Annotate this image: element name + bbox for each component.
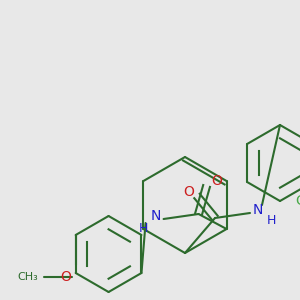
- Text: Cl: Cl: [295, 194, 300, 208]
- Text: O: O: [211, 174, 222, 188]
- Text: H: H: [266, 214, 276, 227]
- Text: N: N: [253, 203, 263, 217]
- Text: H: H: [139, 221, 148, 235]
- Text: CH₃: CH₃: [17, 272, 38, 282]
- Text: O: O: [60, 270, 71, 284]
- Text: N: N: [150, 209, 161, 223]
- Text: O: O: [184, 185, 194, 199]
